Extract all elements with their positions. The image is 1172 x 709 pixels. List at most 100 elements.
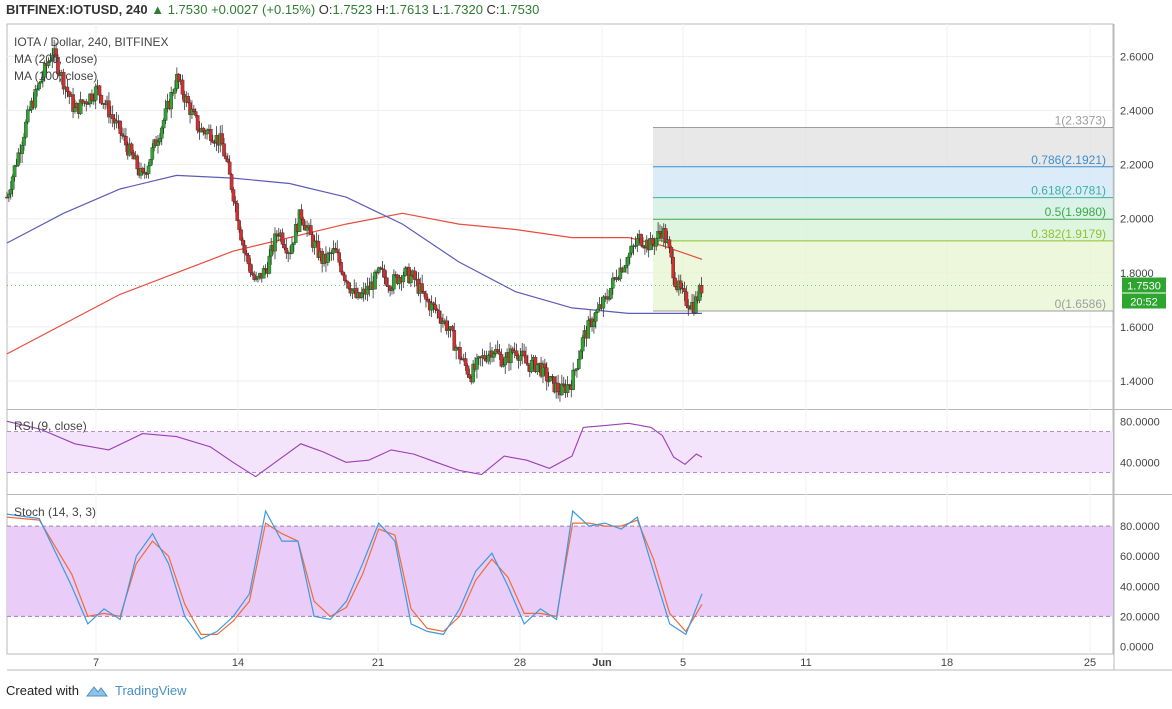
candle-body: [524, 355, 528, 364]
candle-body: [241, 239, 245, 246]
price-tick-label: 1.8000: [1120, 268, 1154, 280]
time-tick-label: 18: [941, 657, 953, 669]
time-tick-label: 5: [680, 657, 686, 669]
open-value: 1.7523: [332, 2, 373, 17]
candle-body: [578, 350, 583, 360]
stoch-tick-label: 40.0000: [1120, 581, 1160, 593]
stoch-tick-label: 0.0000: [1120, 641, 1154, 653]
close-value: 1.7530: [499, 2, 540, 17]
candle-body: [639, 234, 643, 246]
tradingview-logo-icon[interactable]: [85, 684, 109, 698]
candle-body: [580, 337, 585, 352]
candle-body: [299, 209, 304, 220]
candle-body: [309, 225, 313, 235]
fib-label: 0(1.6586): [1055, 297, 1106, 311]
candle-body: [73, 107, 77, 112]
candle-body: [148, 159, 153, 167]
candle-body: [341, 271, 345, 276]
candle-body: [301, 218, 306, 226]
candle-body: [135, 155, 140, 170]
candle-body: [595, 308, 600, 313]
candle-body: [450, 326, 455, 331]
candle-body: [244, 252, 249, 256]
candle-body: [624, 265, 628, 269]
countdown-tag: [1122, 293, 1166, 309]
high-value: 1.7613: [388, 2, 429, 17]
candle-body: [261, 268, 266, 279]
candle-body: [22, 136, 26, 146]
candle-body: [514, 350, 519, 357]
candle-body: [618, 267, 623, 280]
candle-body: [33, 89, 38, 108]
time-tick-label: 14: [232, 657, 244, 669]
time-tick-label: 11: [800, 657, 811, 669]
candle-body: [658, 231, 662, 234]
candle-body: [350, 289, 355, 294]
candle-body: [173, 88, 177, 94]
candle-body: [560, 383, 564, 396]
candle-body: [229, 174, 234, 190]
candle-body: [673, 277, 677, 287]
candle-body: [458, 347, 462, 360]
candle-body: [409, 275, 413, 284]
candle-body: [684, 291, 689, 306]
candle-body: [156, 141, 160, 146]
time-tick-label: 7: [93, 657, 99, 669]
candle-body: [699, 285, 704, 294]
candle-body: [292, 242, 296, 245]
candle-body: [586, 320, 591, 339]
symbol-label: BITFINEX:IOTUSD, 240: [6, 2, 148, 17]
tradingview-link[interactable]: TradingView: [114, 683, 187, 698]
candle-body: [210, 140, 215, 143]
fib-label: 0.5(1.9980): [1045, 205, 1106, 219]
candle-body: [497, 351, 502, 355]
candle-body: [273, 233, 277, 252]
candle-body: [486, 355, 491, 362]
candle-body: [444, 320, 449, 331]
candle-body: [256, 276, 260, 279]
price-tick-label: 2.6000: [1120, 51, 1154, 63]
candle-body: [161, 120, 166, 129]
rsi-line: [6, 420, 703, 478]
candle-body: [592, 321, 596, 328]
candle-body: [90, 93, 94, 101]
countdown-text: 20:52: [1130, 296, 1158, 308]
candle-body: [120, 133, 124, 136]
candle-body: [627, 252, 632, 258]
candle-body: [501, 364, 506, 367]
candle-body: [159, 127, 164, 139]
candle-body: [227, 161, 232, 175]
fib-label: 1(2.3373): [1055, 113, 1106, 127]
candle-body: [467, 374, 472, 378]
candle-body: [305, 227, 309, 231]
candle-body: [78, 99, 83, 114]
candle-body: [344, 280, 349, 283]
candle-body: [282, 244, 287, 249]
candle-body: [495, 349, 500, 353]
candle-body: [275, 233, 279, 236]
stoch-tick-label: 20.0000: [1120, 611, 1160, 623]
candle-body: [142, 171, 147, 174]
candle-body: [492, 353, 496, 358]
fib-zone: [653, 240, 1113, 312]
candle-body: [412, 270, 417, 280]
price-tick-label: 1.4000: [1120, 376, 1154, 388]
last-price-text: 1.7530: [1127, 280, 1161, 292]
candle-body: [452, 330, 457, 351]
stoch-tick-label: 60.0000: [1120, 551, 1160, 563]
chart-frame: [6, 23, 1114, 655]
ma100-legend: MA (100, close): [14, 69, 97, 83]
candle-body: [609, 288, 613, 299]
candle-body: [129, 143, 134, 153]
candle-body: [535, 364, 540, 372]
candle-body: [390, 288, 394, 291]
candle-body: [678, 280, 683, 289]
candle-body: [339, 262, 343, 273]
chart-title: IOTA / Dollar, 240, BITFINEX: [14, 35, 169, 49]
candle-body: [626, 257, 630, 266]
candle-body: [280, 232, 285, 245]
candle-body: [209, 129, 213, 141]
candle-body: [433, 304, 438, 310]
candle-body: [141, 168, 145, 173]
